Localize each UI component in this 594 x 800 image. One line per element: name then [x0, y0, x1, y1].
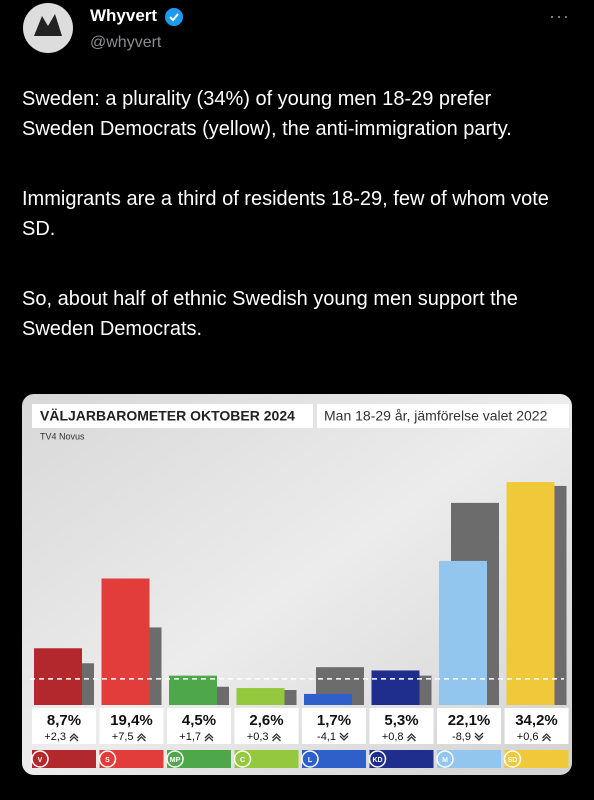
party-strip	[234, 750, 299, 768]
party-strip	[167, 750, 231, 768]
label-box	[167, 708, 231, 744]
change-arrow	[474, 732, 484, 741]
label-box	[302, 708, 366, 744]
category-label: KD	[372, 757, 382, 764]
change-arrow	[204, 733, 214, 742]
party-strip	[437, 750, 501, 768]
title-box	[32, 404, 313, 428]
category-label: L	[308, 757, 313, 764]
change-arrow	[407, 733, 416, 742]
change-label: +0,8	[382, 731, 404, 743]
party-badge	[503, 750, 522, 768]
value-label: 34,2%	[515, 712, 558, 729]
party-badge	[368, 750, 387, 768]
verified-badge	[165, 8, 183, 26]
party-badge	[31, 750, 49, 768]
change-arrow	[272, 733, 281, 742]
party-badge	[233, 750, 252, 768]
tweet-text: Sweden: a plurality (34%) of young men 1…	[22, 84, 562, 384]
change-label: -8,9	[452, 731, 471, 743]
change-label: +0,6	[517, 731, 539, 743]
chart-image[interactable]: VÄLJARBAROMETER OKTOBER 2024 Man 18-29 å…	[22, 394, 572, 775]
label-box	[32, 708, 96, 744]
category-label: SD	[508, 757, 518, 764]
change-label: +1,7	[179, 731, 201, 743]
category-label: S	[105, 757, 110, 764]
value-label: 5,3%	[384, 712, 418, 729]
change-label: -4,1	[317, 731, 336, 743]
change-label: +0,3	[247, 731, 269, 743]
bar	[371, 670, 420, 705]
bar	[101, 578, 150, 705]
subtitle-box	[317, 404, 569, 428]
category-label: C	[240, 757, 245, 764]
party-badge	[166, 750, 184, 768]
paragraph: So, about half of ethnic Swedish young m…	[22, 288, 518, 340]
category-label: M	[442, 757, 448, 764]
change-arrow	[137, 733, 146, 742]
label-box	[504, 708, 569, 744]
more-button[interactable]: ···	[549, 6, 570, 26]
bar	[34, 648, 82, 705]
label-box	[234, 708, 299, 744]
author-handle[interactable]: @whyvert	[90, 34, 162, 51]
paragraph: Immigrants are a third of residents 18-2…	[22, 188, 549, 240]
category-label: V	[38, 757, 43, 764]
value-label: 2,6%	[249, 712, 283, 729]
party-strip	[32, 750, 96, 768]
party-strip	[504, 750, 569, 768]
avatar[interactable]	[22, 2, 74, 54]
change-label: +2,3	[44, 731, 66, 743]
value-label: 1,7%	[317, 712, 351, 729]
author-name[interactable]: Whyvert	[90, 6, 158, 25]
value-label: 22,1%	[448, 712, 491, 729]
label-box	[369, 708, 434, 744]
party-badge	[436, 750, 454, 768]
label-box	[437, 708, 501, 744]
change-label: +7,5	[112, 731, 134, 743]
bar	[439, 560, 487, 705]
party-badge	[301, 750, 319, 768]
value-label: 19,4%	[110, 712, 153, 729]
chart-subtitle: Man 18-29 år, jämförelse valet 2022	[324, 408, 548, 424]
value-label: 4,5%	[182, 712, 216, 729]
label-box	[99, 708, 164, 744]
change-arrow	[69, 733, 79, 742]
bar	[169, 675, 217, 705]
chart-title: VÄLJARBAROMETER OKTOBER 2024	[40, 408, 295, 424]
party-strip	[369, 750, 434, 768]
party-badge	[98, 750, 117, 768]
bar	[506, 482, 555, 705]
change-arrow	[339, 732, 349, 741]
paragraph: Sweden: a plurality (34%) of young men 1…	[22, 88, 512, 140]
category-label: MP	[170, 757, 181, 764]
chart-source: TV4 Novus	[40, 431, 85, 441]
value-label: 8,7%	[47, 712, 81, 729]
change-arrow	[542, 733, 551, 742]
party-strip	[302, 750, 366, 768]
party-strip	[99, 750, 164, 768]
bar	[236, 688, 285, 705]
bar	[304, 693, 352, 705]
